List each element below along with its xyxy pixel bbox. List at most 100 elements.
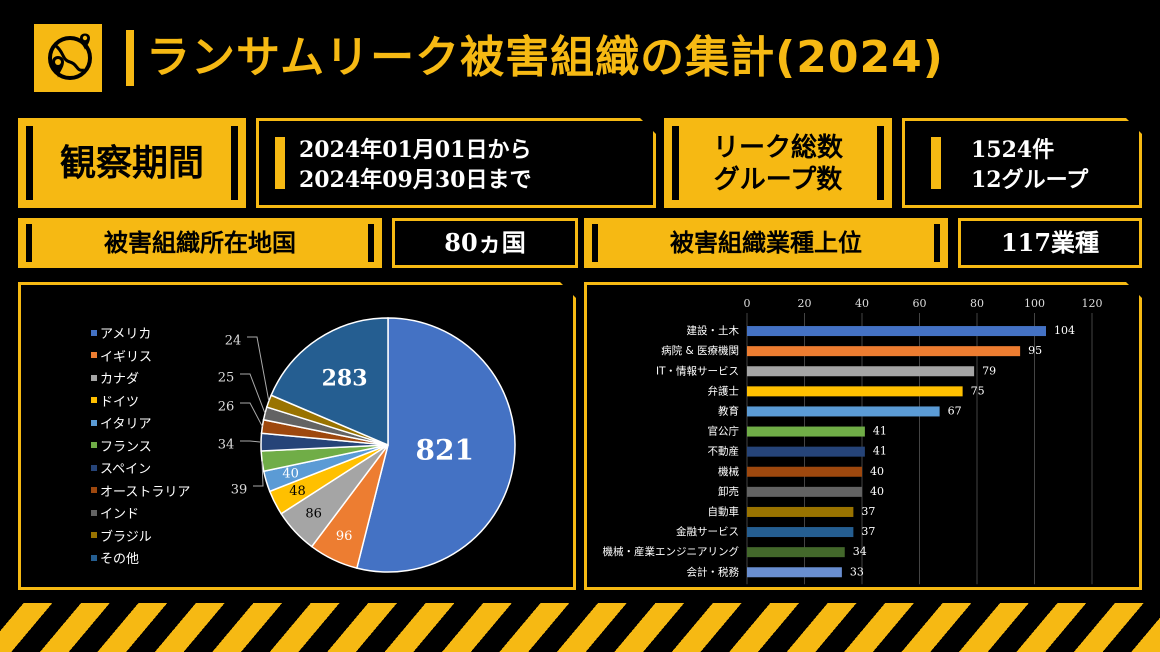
period-end: 2024年09月30日まで	[299, 167, 532, 193]
leak-total-value: 1524件	[971, 137, 1055, 163]
bar	[747, 567, 842, 577]
legend-swatch	[91, 330, 97, 336]
bar-category-label: 会計・税務	[687, 565, 740, 578]
pie-leader-line	[240, 374, 265, 413]
legend-label: フランス	[100, 439, 152, 455]
pie-data-label: 25	[218, 371, 235, 386]
x-tick-label: 120	[1082, 297, 1103, 310]
industry-value: 117業種	[1000, 228, 1100, 257]
country-label-box: 被害組織所在地国	[18, 218, 382, 268]
bar-value-label: 79	[982, 364, 996, 377]
x-tick-label: 100	[1024, 297, 1045, 310]
bar-category-label: 病院 & 医療機関	[661, 344, 739, 357]
bar-chart: 0 20 40 60 80 100 120 建設・土木 104 病院 & 医療機関 95 IT・情報サ…	[587, 285, 1139, 587]
bar	[747, 406, 940, 416]
pie-chart: 821 96 86 48 40 39 34 26 25 24 283	[21, 285, 573, 587]
pie-data-label: 86	[305, 507, 322, 522]
bar	[747, 507, 853, 517]
legend-item: ドイツ	[91, 391, 139, 410]
legend-label: その他	[100, 552, 140, 567]
x-tick-label: 60	[913, 297, 927, 310]
x-tick-label: 0	[744, 297, 751, 310]
legend-item: ブラジル	[91, 526, 152, 545]
industry-label-box: 被害組織業種上位	[584, 218, 948, 268]
industry-value-box: 117業種	[958, 218, 1142, 268]
count-box: 1524件 12グループ	[902, 118, 1142, 208]
pie-data-label: 34	[218, 438, 235, 453]
bar-category-label: 卸売	[718, 485, 739, 498]
pie-chart-panel: アメリカ イギリス カナダ ドイツ イタリア フランス スペイン オーストラリア インド ブラジル…	[18, 282, 576, 590]
legend-swatch	[91, 487, 97, 493]
bar-category-label: 教育	[718, 404, 739, 417]
bar-category-label: 官公庁	[708, 425, 740, 438]
pie-data-label: 821	[415, 434, 473, 467]
pie-slice	[271, 318, 388, 445]
bar-value-label: 40	[870, 485, 884, 498]
legend-swatch	[91, 420, 97, 426]
bar	[747, 386, 963, 396]
legend-swatch	[91, 442, 97, 448]
legend-item: オーストラリア	[91, 481, 190, 500]
bar-value-label: 41	[873, 445, 887, 458]
bar	[747, 447, 865, 457]
legend-swatch	[91, 397, 97, 403]
legend-label: オーストラリア	[100, 484, 191, 500]
legend-label: インド	[100, 507, 140, 522]
bar-category-label: 機械	[718, 465, 739, 478]
title-bar-accent	[126, 30, 134, 86]
bar-value-label: 33	[850, 565, 864, 578]
country-value: 80ヵ国	[444, 228, 526, 257]
bar	[747, 326, 1046, 336]
legend-item: スペイン	[91, 458, 151, 477]
legend-swatch	[91, 510, 97, 516]
bar-category-label: 弁護士	[708, 384, 740, 397]
bar-value-label: 37	[861, 505, 875, 518]
country-value-box: 80ヵ国	[392, 218, 578, 268]
bar-category-label: IT・情報サービス	[656, 364, 739, 377]
bar	[747, 366, 974, 376]
pie-data-label: 96	[336, 529, 353, 544]
bar-category-label: 金融サービス	[676, 525, 739, 538]
leak-count-label-box: リーク総数 グループ数	[664, 118, 892, 208]
bar-value-label: 34	[853, 545, 867, 558]
period-start: 2024年01月01日から	[299, 137, 532, 163]
x-tick-label: 20	[798, 297, 812, 310]
bar-value-label: 41	[873, 425, 887, 438]
legend-swatch	[91, 465, 97, 471]
x-tick-label: 40	[855, 297, 869, 310]
pie-data-label: 39	[231, 483, 248, 498]
legend-label: ドイツ	[100, 394, 140, 410]
x-tick-label: 80	[970, 297, 984, 310]
legend-label: カナダ	[100, 372, 140, 387]
legend-swatch	[91, 532, 97, 538]
bar-value-label: 104	[1054, 324, 1075, 337]
leak-total-label: リーク総数	[712, 133, 843, 163]
bar	[747, 527, 853, 537]
period-text: 2024年01月01日から 2024年09月30日まで	[299, 135, 643, 195]
legend-item: イタリア	[91, 413, 151, 432]
hazard-stripe	[0, 603, 1160, 652]
pie-data-label: 48	[289, 484, 306, 499]
legend-label: スペイン	[100, 462, 152, 477]
pie-leader-line	[240, 441, 261, 442]
pie-leader-line	[247, 337, 269, 401]
bar-chart-panel: 0 20 40 60 80 100 120 建設・土木 104 病院 & 医療機関 95 IT・情報サ…	[584, 282, 1142, 590]
group-count-value: 12グループ	[971, 167, 1089, 193]
pie-leader-line	[240, 403, 262, 426]
bar-value-label: 40	[870, 465, 884, 478]
bar-value-label: 67	[948, 404, 962, 417]
group-count-label: グループ数	[713, 165, 843, 195]
industry-label: 被害組織業種上位	[670, 228, 862, 257]
legend-item: カナダ	[91, 368, 139, 387]
bar	[747, 346, 1020, 356]
leak-count-label: リーク総数 グループ数	[664, 132, 892, 196]
bar-category-label: 機械・産業エンジニアリング	[603, 545, 740, 558]
globe-pin-icon	[48, 33, 92, 80]
legend-item: インド	[91, 503, 139, 522]
bar	[747, 467, 862, 477]
bar-category-label: 自動車	[708, 505, 740, 518]
pie-data-label: 24	[225, 334, 242, 349]
legend-swatch	[91, 352, 97, 358]
legend-swatch	[91, 555, 97, 561]
period-box: 2024年01月01日から 2024年09月30日まで	[256, 118, 656, 208]
